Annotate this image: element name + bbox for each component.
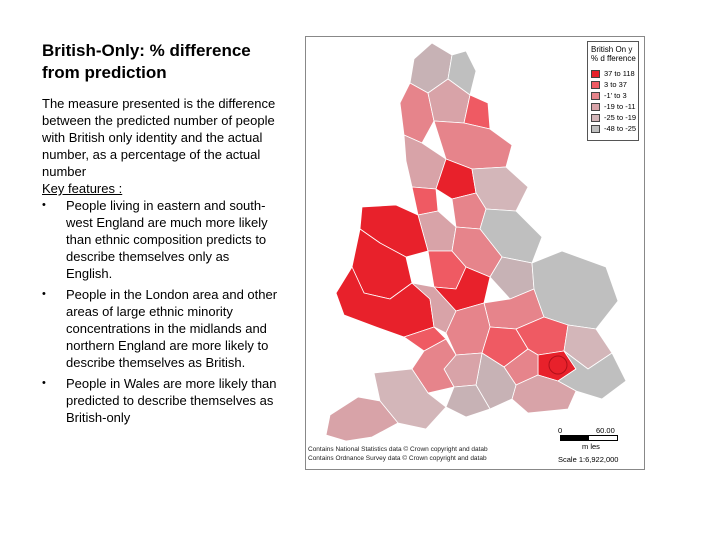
legend-label: -48 to -25 bbox=[604, 124, 637, 133]
scale-distance-label: 60.00 bbox=[596, 426, 615, 435]
england-wales-map bbox=[325, 42, 627, 442]
legend-label: -1’ to 3 bbox=[604, 91, 627, 100]
legend-item: 3 to 37 bbox=[591, 80, 637, 90]
bullet-glyph: • bbox=[42, 288, 46, 300]
bullet-text: People in Wales are more likely than pre… bbox=[66, 376, 277, 425]
legend-item: 37 to 118 bbox=[591, 69, 637, 79]
legend-title-line2: % d fference bbox=[591, 54, 636, 63]
map-legend: British On y % d fference 37 to 118 3 to… bbox=[587, 41, 639, 141]
legend-swatch bbox=[591, 114, 600, 122]
bullet-text: People living in eastern and south-west … bbox=[66, 198, 268, 281]
region-surrey-sussex bbox=[511, 374, 577, 414]
bullet-text: People in the London area and other area… bbox=[66, 287, 278, 370]
legend-swatch bbox=[591, 81, 600, 89]
scale-unit-label: m les bbox=[582, 442, 600, 451]
text-panel: British-Only: % difference from predicti… bbox=[42, 40, 278, 430]
legend-label: -19 to -11 bbox=[604, 102, 636, 111]
legend-label: 37 to 118 bbox=[604, 69, 635, 78]
legend-label: 3 to 37 bbox=[604, 80, 627, 89]
legend-title: British On y % d fference bbox=[591, 45, 636, 63]
region-dorset bbox=[445, 384, 491, 418]
region-merseyside bbox=[411, 186, 439, 216]
bullet-item: • People in Wales are more likely than pr… bbox=[42, 375, 278, 426]
legend-item: -25 to -19 bbox=[591, 113, 637, 123]
london-hotspot bbox=[548, 355, 568, 375]
legend-label: -25 to -19 bbox=[604, 113, 637, 122]
legend-swatch bbox=[591, 92, 600, 100]
legend-swatch bbox=[591, 103, 600, 111]
scale-bar bbox=[560, 435, 618, 441]
key-features-heading: Key features : bbox=[42, 181, 123, 196]
legend-swatch bbox=[591, 125, 600, 133]
legend-swatch bbox=[591, 70, 600, 78]
legend-item: -1’ to 3 bbox=[591, 91, 637, 101]
bullet-glyph: • bbox=[42, 199, 46, 211]
scale-ratio-label: Scale 1:6,922,000 bbox=[558, 455, 619, 464]
key-features-list: • People living in eastern and south-west… bbox=[42, 197, 278, 426]
choropleth-map: British On y % d fference 37 to 118 3 to… bbox=[305, 36, 645, 470]
bullet-glyph: • bbox=[42, 377, 46, 389]
scale-bar-block: 0 60.00 m les Scale 1:6,922,000 bbox=[558, 426, 640, 466]
credit-line: Contains National Statistics data © Crow… bbox=[308, 446, 488, 453]
bullet-item: • People living in eastern and south-west… bbox=[42, 197, 278, 282]
measure-description: The measure presented is the difference … bbox=[42, 96, 276, 179]
bullet-item: • People in the London area and other are… bbox=[42, 286, 278, 371]
scale-zero-label: 0 bbox=[558, 426, 563, 435]
legend-item: -48 to -25 bbox=[591, 124, 637, 134]
legend-item: -19 to -11 bbox=[591, 102, 637, 112]
legend-title-line1: British On y bbox=[591, 45, 633, 54]
region-kent bbox=[557, 350, 627, 400]
region-cornwall bbox=[325, 396, 399, 442]
credit-line: Contains Ordnance Survey data © Crown co… bbox=[308, 455, 487, 462]
slide-title: British-Only: % difference from predicti… bbox=[42, 41, 251, 82]
map-credits: Contains National Statistics data © Crow… bbox=[308, 445, 488, 463]
